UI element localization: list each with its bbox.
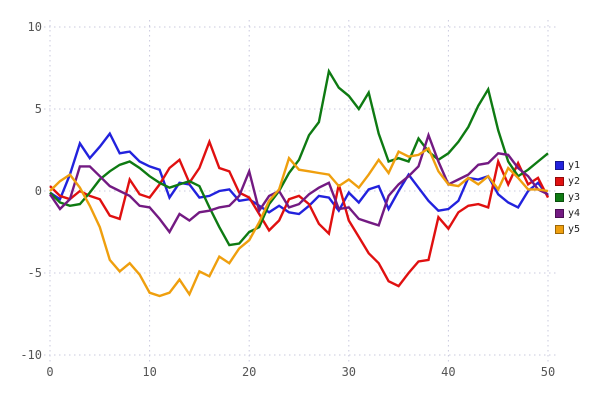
- series-line-y5: [49, 146, 549, 298]
- legend-item-y2: y2: [555, 173, 580, 189]
- legend-marker-y3-icon: [555, 192, 564, 202]
- x-tick-label: 0: [46, 365, 54, 379]
- x-tick-label: 20: [241, 365, 257, 379]
- y-tick-label: -10: [20, 348, 42, 362]
- y-tick-label: 5: [34, 102, 42, 116]
- legend-item-y1: y1: [555, 157, 580, 173]
- legend-label-y1: y1: [568, 159, 581, 171]
- legend-item-y4: y4: [555, 205, 580, 221]
- legend-marker-y5-icon: [555, 224, 564, 234]
- series-line-y2: [49, 138, 550, 288]
- legend-label-y4: y4: [568, 207, 581, 219]
- series-line-y1: [49, 131, 549, 216]
- x-tick-label: 10: [142, 365, 157, 379]
- x-tick-label: 40: [441, 365, 456, 379]
- legend-label-y3: y3: [568, 191, 581, 203]
- y-tick-label: -5: [27, 266, 42, 280]
- legend: y1 y2 y3 y4 y5: [555, 157, 580, 237]
- x-tick-label: 30: [341, 365, 357, 379]
- series-lines: [49, 68, 550, 298]
- legend-marker-y2-icon: [555, 176, 564, 186]
- y-tick-label: 0: [34, 184, 42, 198]
- legend-item-y5: y5: [555, 221, 580, 237]
- legend-item-y3: y3: [555, 189, 580, 205]
- series-line-y4: [49, 131, 549, 235]
- series-line-y3: [49, 68, 549, 247]
- legend-marker-y1-icon: [555, 160, 564, 170]
- x-tick-label: 50: [540, 365, 556, 379]
- legend-label-y2: y2: [568, 175, 581, 187]
- legend-marker-y4-icon: [555, 208, 564, 218]
- y-tick-label: 10: [27, 20, 42, 34]
- legend-label-y5: y5: [568, 223, 581, 235]
